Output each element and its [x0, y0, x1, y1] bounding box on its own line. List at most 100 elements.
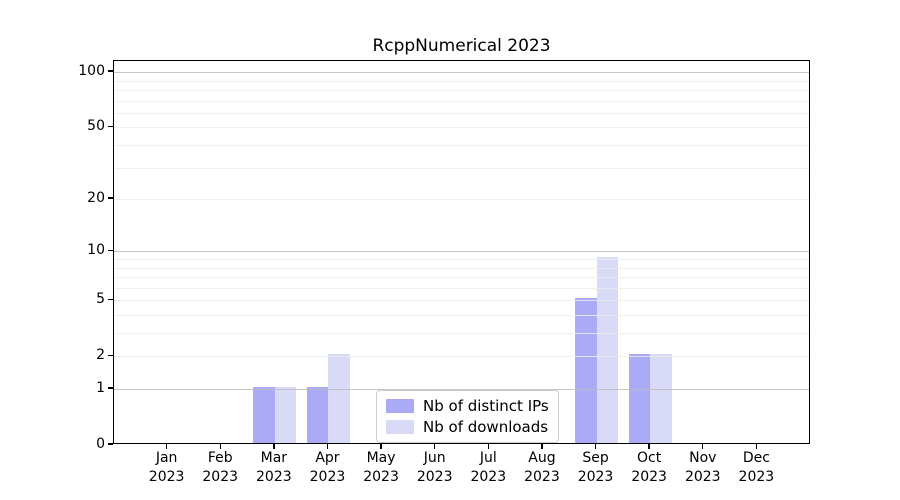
- bar-downloads-sep: [596, 257, 618, 443]
- x-tick-label-oct: Oct 2023: [619, 449, 679, 487]
- x-tick-month: Jul: [479, 450, 497, 466]
- y-tick-mark: [108, 387, 113, 389]
- minor-gridline: [114, 333, 809, 334]
- x-tick-label-jan: Jan 2023: [137, 449, 197, 487]
- x-tick-mark: [165, 444, 168, 449]
- minor-gridline: [114, 112, 809, 114]
- minor-gridline: [114, 145, 809, 146]
- x-tick-label-aug: Aug 2023: [512, 449, 572, 487]
- x-tick-mark: [219, 444, 221, 449]
- y-tick-label: 10: [87, 242, 105, 259]
- x-tick-label-jun: Jun 2023: [405, 449, 465, 487]
- legend-item-downloads: Nb of downloads: [386, 419, 549, 435]
- x-tick-year: 2023: [738, 469, 775, 485]
- x-tick-year: 2023: [631, 469, 667, 485]
- x-tick-mark: [326, 444, 329, 449]
- x-tick-year: 2023: [363, 469, 399, 485]
- y-tick-mark: [108, 443, 113, 445]
- bar-ips-mar: [253, 387, 275, 443]
- bar-ips-apr: [307, 387, 329, 443]
- x-tick-month: Aug: [528, 450, 556, 466]
- x-tick-year: 2023: [202, 469, 239, 485]
- x-tick-year: 2023: [148, 469, 185, 485]
- x-tick-label-feb: Feb 2023: [190, 449, 250, 487]
- x-tick-year: 2023: [684, 469, 721, 485]
- y-tick-label: 1: [96, 380, 105, 396]
- y-tick-mark: [108, 197, 113, 199]
- x-tick-mark: [380, 444, 382, 449]
- major-gridline: [114, 72, 809, 74]
- x-tick-mark: [702, 444, 704, 449]
- legend-swatch-icon: [386, 420, 414, 434]
- legend-swatch-icon: [386, 399, 414, 413]
- minor-gridline: [114, 314, 809, 316]
- x-tick-mark: [541, 444, 543, 449]
- minor-gridline: [114, 300, 809, 302]
- x-tick-mark: [594, 444, 597, 449]
- y-tick-mark: [108, 125, 113, 128]
- x-tick-month: Mar: [260, 450, 288, 466]
- minor-gridline: [114, 277, 809, 279]
- minor-gridline: [114, 90, 809, 91]
- legend-label: Nb of downloads: [423, 418, 549, 436]
- plot-area: [113, 60, 810, 444]
- legend-label: Nb of distinct IPs: [423, 397, 549, 415]
- bar-ips-oct: [628, 354, 651, 443]
- x-tick-year: 2023: [309, 469, 346, 485]
- bar-downloads-mar: [274, 387, 297, 443]
- x-tick-month: Jun: [423, 450, 446, 466]
- x-tick-label-may: May 2023: [351, 449, 411, 487]
- x-tick-label-nov: Nov 2023: [673, 449, 733, 487]
- x-tick-label-jul: Jul 2023: [458, 449, 518, 487]
- chart-title: RcppNumerical 2023: [372, 36, 551, 56]
- x-tick-year: 2023: [416, 469, 453, 485]
- x-tick-label-sep: Sep 2023: [566, 449, 626, 487]
- bar-downloads-oct: [650, 354, 672, 443]
- y-tick-label: 5: [96, 291, 105, 308]
- x-tick-mark: [273, 444, 275, 449]
- x-tick-label-dec: Dec 2023: [726, 449, 786, 487]
- x-tick-month: Apr: [315, 450, 340, 466]
- x-tick-mark: [755, 444, 758, 449]
- minor-gridline: [114, 100, 809, 102]
- x-tick-label-apr: Apr 2023: [297, 449, 357, 487]
- x-tick-month: May: [366, 450, 396, 466]
- y-tick-label: 50: [87, 118, 105, 135]
- minor-gridline: [114, 167, 809, 169]
- minor-gridline: [114, 258, 809, 260]
- x-tick-mark: [648, 444, 650, 449]
- legend-item-distinct-ips: Nb of distinct IPs: [386, 398, 549, 414]
- minor-gridline: [114, 287, 809, 289]
- bar-downloads-apr: [328, 354, 350, 443]
- x-tick-month: Nov: [689, 450, 717, 466]
- x-tick-month: Dec: [742, 450, 770, 466]
- y-tick-mark: [108, 70, 113, 72]
- legend: Nb of distinct IPs Nb of downloads: [376, 390, 559, 443]
- minor-gridline: [114, 356, 809, 358]
- y-tick-mark: [108, 249, 113, 251]
- x-tick-month: Oct: [637, 450, 662, 466]
- minor-gridline: [114, 199, 809, 201]
- x-tick-month: Feb: [207, 450, 233, 466]
- x-tick-label-mar: Mar 2023: [244, 449, 304, 487]
- y-tick-label: 2: [96, 347, 105, 364]
- minor-gridline: [114, 127, 809, 129]
- y-tick-mark: [108, 298, 113, 300]
- minor-gridline: [114, 267, 809, 269]
- y-tick-label: 100: [78, 63, 105, 80]
- x-tick-mark: [487, 444, 489, 449]
- bar-ips-sep: [575, 298, 597, 443]
- minor-gridline: [114, 80, 809, 82]
- x-tick-year: 2023: [470, 469, 507, 485]
- x-tick-year: 2023: [524, 469, 560, 485]
- major-gridline: [114, 389, 809, 390]
- x-tick-month: Sep: [582, 450, 609, 466]
- major-gridline: [114, 251, 809, 253]
- x-tick-year: 2023: [577, 469, 614, 485]
- y-tick-label: 20: [87, 190, 105, 207]
- y-tick-mark: [108, 354, 113, 356]
- x-tick-mark: [433, 444, 436, 449]
- x-tick-month: Jan: [155, 450, 178, 466]
- y-tick-label: 0: [96, 436, 105, 452]
